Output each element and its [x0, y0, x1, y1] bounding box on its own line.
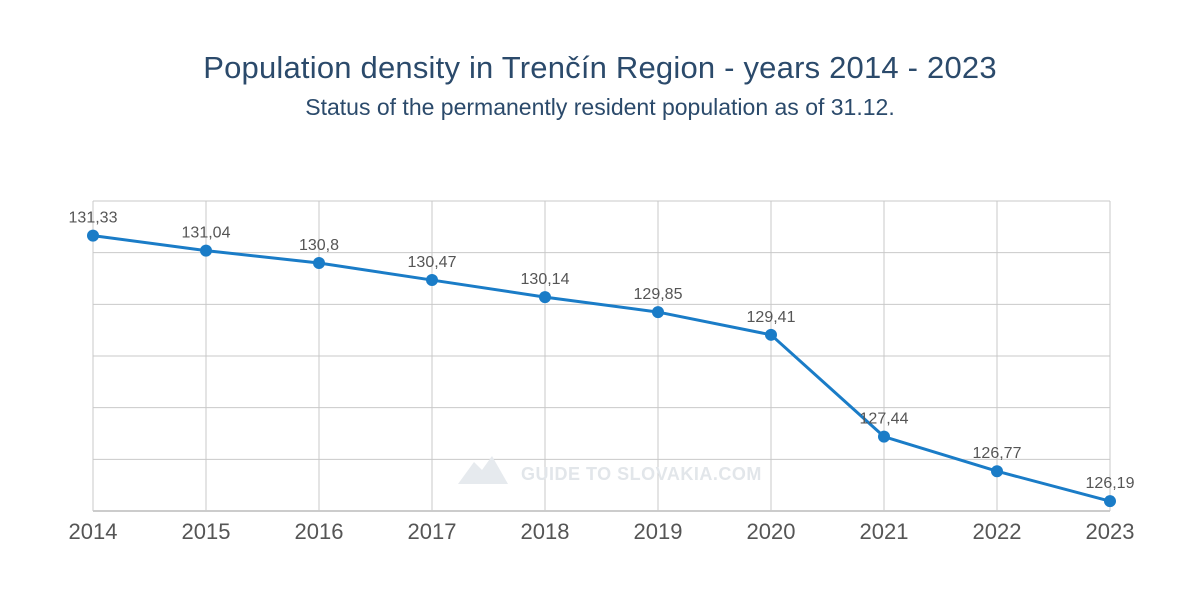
x-tick-label: 2016 [295, 519, 344, 544]
data-label: 131,33 [69, 210, 118, 227]
x-tick-label: 2023 [1086, 519, 1135, 544]
chart-title: Population density in Trenčín Region - y… [203, 50, 997, 85]
data-point [652, 306, 664, 319]
data-point [1104, 495, 1116, 508]
data-point [991, 465, 1003, 478]
data-label: 129,85 [634, 286, 683, 303]
data-label: 126,19 [1086, 475, 1135, 492]
data-label: 127,44 [860, 411, 909, 428]
data-label: 126,77 [973, 445, 1022, 462]
data-label: 130,47 [408, 254, 457, 271]
data-point [87, 229, 99, 242]
data-point [878, 430, 890, 443]
data-label: 131,04 [182, 225, 231, 242]
watermark-logo: GUIDE TO SLOVAKIA.COM [458, 456, 762, 484]
watermark-text: GUIDE TO SLOVAKIA.COM [521, 464, 762, 484]
x-tick-label: 2014 [69, 519, 118, 544]
data-label: 130,8 [299, 237, 339, 254]
data-point [426, 274, 438, 287]
data-point [200, 244, 212, 257]
mountain-icon [458, 456, 508, 484]
x-tick-label: 2022 [973, 519, 1022, 544]
chart-subtitle: Status of the permanently resident popul… [305, 94, 895, 120]
x-tick-label: 2015 [182, 519, 231, 544]
series-line [92, 234, 1111, 503]
x-tick-label: 2021 [860, 519, 909, 544]
data-label: 129,41 [747, 309, 796, 326]
data-label: 130,14 [521, 271, 570, 288]
data-point [539, 291, 551, 304]
x-tick-label: 2020 [747, 519, 796, 544]
x-tick-label: 2019 [634, 519, 683, 544]
x-tick-label: 2018 [521, 519, 570, 544]
data-point [765, 328, 777, 341]
x-tick-label: 2017 [408, 519, 457, 544]
data-point [313, 257, 325, 269]
